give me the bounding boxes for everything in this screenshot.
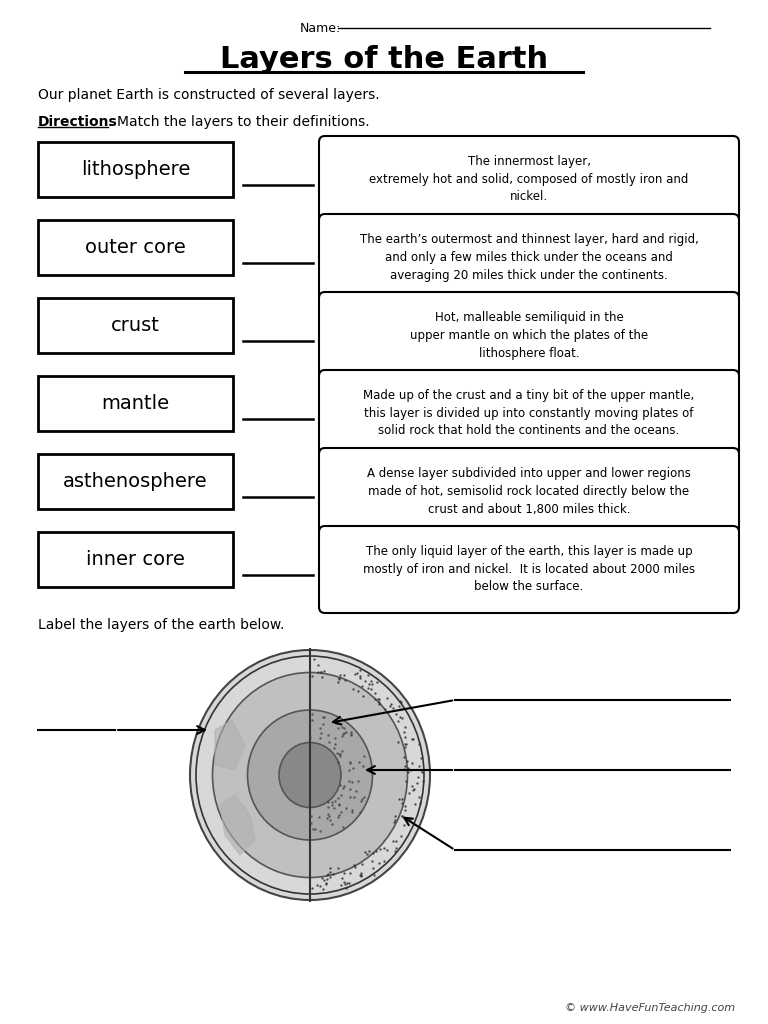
Text: : Match the layers to their definitions.: : Match the layers to their definitions. [108, 115, 369, 129]
FancyBboxPatch shape [319, 292, 739, 379]
Text: lithosphere: lithosphere [81, 160, 190, 179]
FancyBboxPatch shape [38, 454, 233, 509]
FancyBboxPatch shape [38, 532, 233, 587]
Text: Made up of the crust and a tiny bit of the upper mantle,
this layer is divided u: Made up of the crust and a tiny bit of t… [363, 389, 694, 437]
Text: Hot, malleable semiliquid in the
upper mantle on which the plates of the
lithosp: Hot, malleable semiliquid in the upper m… [410, 311, 648, 359]
Text: Layers of the Earth: Layers of the Earth [220, 45, 548, 75]
Text: Label the layers of the earth below.: Label the layers of the earth below. [38, 618, 284, 632]
Text: inner core: inner core [86, 550, 185, 569]
Polygon shape [215, 720, 245, 770]
Text: Directions: Directions [38, 115, 118, 129]
Text: Our planet Earth is constructed of several layers.: Our planet Earth is constructed of sever… [38, 88, 379, 102]
Text: The earth’s outermost and thinnest layer, hard and rigid,
and only a few miles t: The earth’s outermost and thinnest layer… [359, 233, 698, 282]
FancyBboxPatch shape [319, 526, 739, 613]
Ellipse shape [279, 742, 341, 808]
Ellipse shape [190, 650, 430, 900]
FancyBboxPatch shape [319, 370, 739, 457]
FancyBboxPatch shape [319, 449, 739, 535]
Text: crust: crust [111, 316, 160, 335]
FancyBboxPatch shape [38, 142, 233, 197]
Ellipse shape [213, 673, 408, 878]
Text: A dense layer subdivided into upper and lower regions
made of hot, semisolid roc: A dense layer subdivided into upper and … [367, 468, 691, 515]
FancyBboxPatch shape [38, 298, 233, 353]
Text: © www.HaveFunTeaching.com: © www.HaveFunTeaching.com [565, 1002, 735, 1013]
Ellipse shape [247, 710, 372, 840]
Text: The only liquid layer of the earth, this layer is made up
mostly of iron and nic: The only liquid layer of the earth, this… [363, 546, 695, 594]
Text: outer core: outer core [85, 238, 186, 257]
Text: The innermost layer,
extremely hot and solid, composed of mostly iron and
nickel: The innermost layer, extremely hot and s… [369, 156, 689, 204]
FancyBboxPatch shape [38, 376, 233, 431]
Text: asthenosphere: asthenosphere [63, 472, 208, 490]
Polygon shape [220, 795, 255, 855]
FancyBboxPatch shape [319, 214, 739, 301]
FancyBboxPatch shape [319, 136, 739, 223]
FancyBboxPatch shape [38, 220, 233, 275]
Text: mantle: mantle [101, 394, 170, 413]
Text: Name:: Name: [300, 22, 341, 35]
